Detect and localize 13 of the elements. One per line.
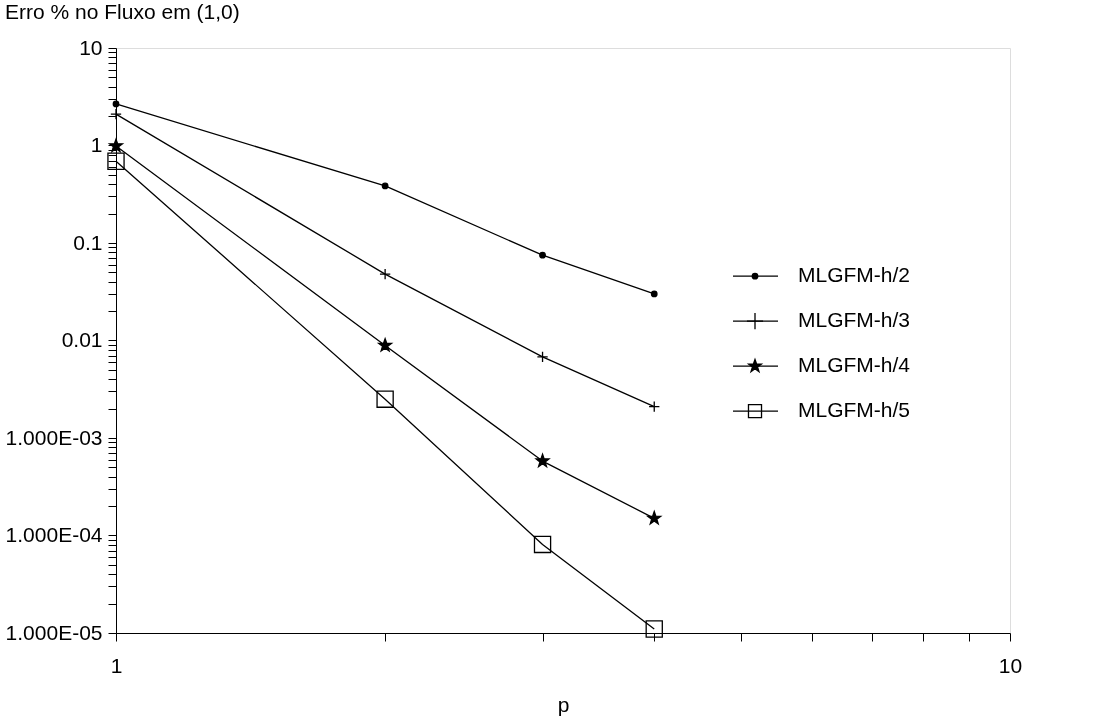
y-tick-label: 1.000E-05 <box>5 620 103 644</box>
legend-label: MLGFM-h/4 <box>798 353 911 377</box>
y-tick-label: 0.1 <box>73 230 103 254</box>
legend-label: MLGFM-h/2 <box>798 263 911 287</box>
chart-title: Erro % no Fluxo em (1,0) <box>5 0 240 23</box>
y-tick-label: 1.000E-03 <box>5 425 103 449</box>
y-tick-label: 1.000E-04 <box>5 523 103 546</box>
legend-label: MLGFM-h/3 <box>798 308 911 332</box>
legend-label: MLGFM-h/5 <box>798 398 911 422</box>
y-tick-label: 0.01 <box>61 328 103 351</box>
x-axis-title: p <box>557 692 570 716</box>
y-tick-label: 1 <box>90 133 103 156</box>
y-tick-label: 10 <box>79 35 103 59</box>
